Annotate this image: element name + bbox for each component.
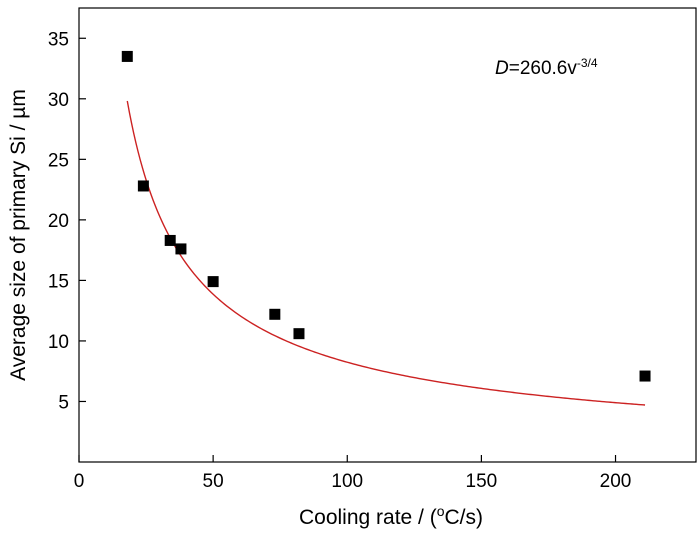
data-point [207,276,219,288]
data-point [639,370,651,382]
y-tick-label: 5 [58,392,69,413]
y-tick-label: 30 [48,90,69,111]
x-tick-label: 200 [600,471,632,492]
tick-marks [78,37,617,462]
data-point [175,243,187,255]
fit-equation: D=260.6v-3/4 [495,56,598,79]
y-tick-labels: 5 10 15 20 25 30 35 [48,29,69,413]
y-tick-label: 10 [48,332,69,353]
y-tick-label: 15 [48,271,69,292]
y-tick-label: 35 [48,29,69,50]
data-point [293,328,305,340]
x-tick-label: 50 [203,471,224,492]
data-point [137,180,149,192]
data-point [121,50,133,62]
data-point [269,308,281,320]
x-axis-title: Cooling rate / (oC/s) [299,503,483,529]
x-tick-label: 0 [74,471,85,492]
data-points [121,50,651,382]
data-point [164,234,176,246]
fit-curve-group [126,100,646,406]
x-tick-label: 150 [466,471,498,492]
y-tick-label: 20 [48,211,69,232]
fit-curve [126,100,646,406]
y-axis-title: Average size of primary Si / µm [7,89,30,381]
plot-frame [78,7,697,463]
x-tick-labels: 0 50 100 150 200 [74,471,632,492]
x-tick-label: 100 [331,471,363,492]
y-tick-label: 25 [48,150,69,171]
